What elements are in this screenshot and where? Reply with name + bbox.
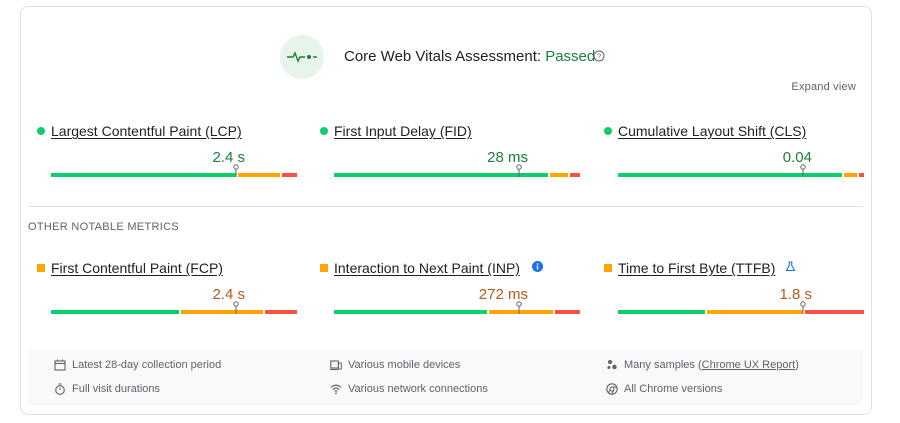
chrome-ux-report-link[interactable]: Chrome UX Report: [701, 359, 796, 371]
samples-info: Many samples (Chrome UX Report): [606, 359, 799, 371]
status-dot-icon: [604, 127, 612, 135]
svg-text:?: ?: [597, 52, 601, 61]
samples-icon: [607, 360, 617, 370]
samples-suffix: ): [795, 359, 799, 371]
status-square-icon: [37, 264, 45, 272]
devices-info: Various mobile devices: [330, 359, 460, 371]
metric-value: 2.4 s: [212, 286, 245, 303]
metric-name-link[interactable]: First Input Delay (FID): [334, 123, 472, 139]
distribution-bar: [51, 301, 297, 314]
metric-value: 2.4 s: [212, 149, 245, 166]
flask-icon[interactable]: [785, 261, 796, 272]
status-square-icon: [604, 264, 612, 272]
status-square-icon: [320, 264, 328, 272]
needs-improvement-segment: [706, 310, 803, 314]
metric-value: 28 ms: [487, 149, 528, 166]
p75-marker-icon: [232, 301, 239, 314]
metric-fcp: First Contentful Paint (FCP) 2.4 s: [37, 260, 297, 320]
status-dot-icon: [320, 127, 328, 135]
distribution-bar: [618, 301, 864, 314]
vitals-pulse-icon: [280, 35, 324, 79]
expand-view-button[interactable]: Expand view: [791, 81, 856, 93]
status-dot-icon: [37, 127, 45, 135]
devices-icon: [330, 360, 342, 371]
connections-text: Various network connections: [348, 383, 488, 395]
chrome-versions-info: All Chrome versions: [606, 383, 722, 395]
good-segment: [334, 173, 549, 177]
metric-lcp: Largest Contentful Paint (LCP) 2.4 s: [37, 123, 297, 183]
good-segment: [618, 310, 705, 314]
metric-value: 272 ms: [478, 286, 528, 303]
assessment-status: Passed: [545, 48, 596, 65]
devices-text: Various mobile devices: [348, 359, 461, 371]
distribution-bar: [334, 164, 580, 177]
metric-name-link[interactable]: First Contentful Paint (FCP): [51, 260, 223, 276]
visit-duration-info: Full visit durations: [54, 383, 160, 395]
poor-segment: [859, 173, 864, 177]
good-segment: [51, 173, 236, 177]
connections-info: Various network connections: [330, 383, 488, 395]
metric-name-link[interactable]: Largest Contentful Paint (LCP): [51, 123, 242, 139]
poor-segment: [570, 173, 580, 177]
metric-value: 1.8 s: [779, 286, 812, 303]
good-segment: [334, 310, 487, 314]
poor-segment: [282, 173, 297, 177]
wifi-icon: [330, 384, 342, 395]
p75-marker-icon: [515, 164, 522, 177]
assessment-title: Core Web Vitals Assessment: Passed: [344, 48, 595, 65]
samples-prefix: Many samples (: [624, 359, 702, 371]
poor-segment: [555, 310, 580, 314]
p75-marker-icon: [799, 301, 806, 314]
distribution-bar: [51, 164, 297, 177]
chrome-versions-text: All Chrome versions: [624, 383, 723, 395]
poor-segment: [804, 310, 864, 314]
metric-name-link[interactable]: Cumulative Layout Shift (CLS): [618, 123, 807, 139]
help-icon[interactable]: ?: [593, 50, 605, 62]
calendar-icon: [54, 359, 66, 371]
metric-fid: First Input Delay (FID) 28 ms: [320, 123, 580, 183]
p75-marker-icon: [232, 164, 239, 177]
poor-segment: [265, 310, 297, 314]
chrome-icon: [606, 383, 618, 395]
p75-marker-icon: [799, 164, 806, 177]
needs-improvement-segment: [237, 173, 281, 177]
info-icon[interactable]: [532, 261, 543, 272]
samples-text: Many samples (Chrome UX Report): [624, 359, 799, 371]
visit-duration-text: Full visit durations: [72, 383, 161, 395]
metric-name-link[interactable]: Time to First Byte (TTFB): [618, 260, 776, 276]
needs-improvement-segment: [488, 310, 554, 314]
needs-improvement-segment: [181, 310, 263, 314]
distribution-bar: [334, 301, 580, 314]
metric-value: 0.04: [782, 149, 812, 166]
section-divider: [28, 206, 863, 207]
cwv-card: [20, 6, 872, 415]
collection-period-info: Latest 28-day collection period: [54, 359, 221, 371]
needs-improvement-segment: [844, 173, 858, 177]
p75-marker-icon: [515, 301, 522, 314]
stopwatch-icon: [55, 383, 65, 395]
collection-period-text: Latest 28-day collection period: [72, 359, 222, 371]
metric-inp: Interaction to Next Paint (INP) 272 ms: [320, 260, 580, 320]
footer-info-panel: [28, 350, 863, 405]
other-metrics-heading: OTHER NOTABLE METRICS: [28, 221, 179, 233]
distribution-bar: [618, 164, 864, 177]
metric-ttfb: Time to First Byte (TTFB) 1.8 s: [604, 260, 864, 320]
good-segment: [51, 310, 180, 314]
needs-improvement-segment: [550, 173, 569, 177]
assessment-label: Core Web Vitals Assessment:: [344, 48, 542, 65]
metric-name-link[interactable]: Interaction to Next Paint (INP): [334, 260, 520, 276]
good-segment: [618, 173, 843, 177]
metric-cls: Cumulative Layout Shift (CLS) 0.04: [604, 123, 864, 183]
